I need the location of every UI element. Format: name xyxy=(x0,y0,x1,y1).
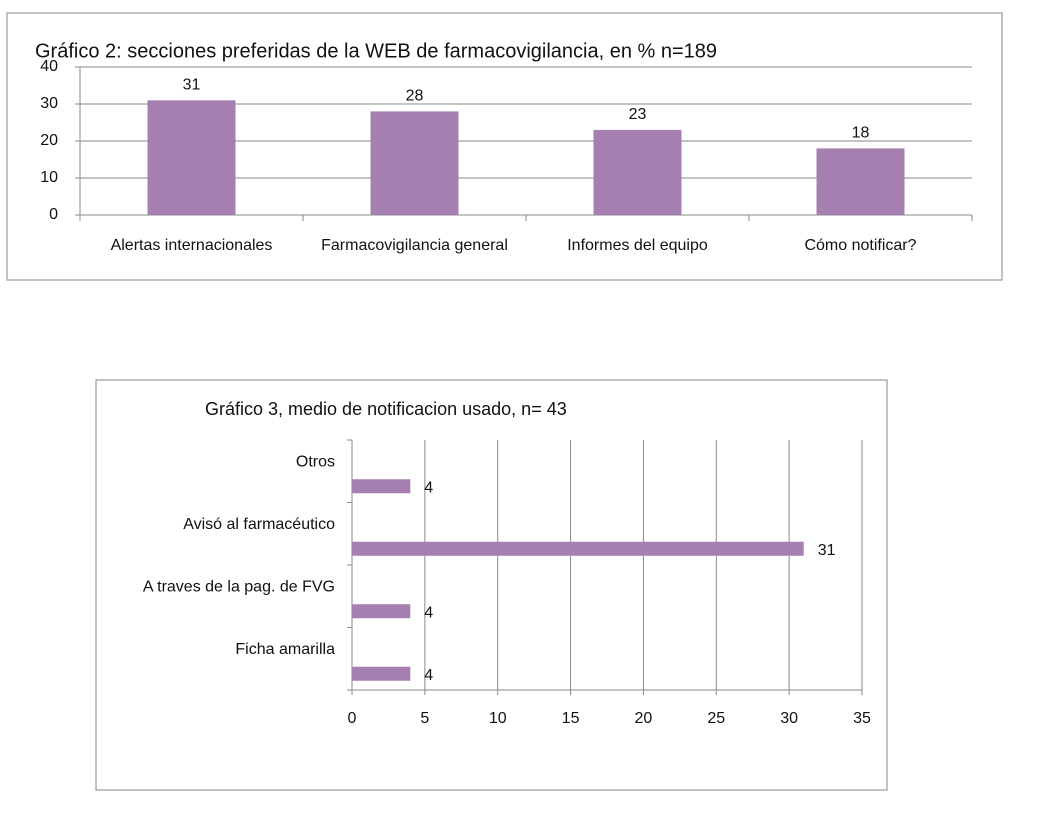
chart-frame xyxy=(95,379,888,791)
data-label: 31 xyxy=(183,77,201,94)
chart-title: Gráfico 2: secciones preferidas de la WE… xyxy=(35,40,717,62)
data-label: 4 xyxy=(424,479,433,496)
y-tick-label: Ficha amarilla xyxy=(235,641,335,658)
x-tick-label: 25 xyxy=(707,710,725,727)
bar xyxy=(352,666,411,681)
bar xyxy=(593,129,682,215)
x-tick-label: 15 xyxy=(562,710,580,727)
data-label: 4 xyxy=(424,667,433,684)
data-label: 23 xyxy=(629,106,647,123)
x-tick-label: Informes del equipo xyxy=(567,237,708,254)
x-tick-label: Alertas internacionales xyxy=(111,237,273,254)
bar xyxy=(352,604,411,619)
bar xyxy=(816,148,905,215)
bar xyxy=(352,479,411,494)
x-tick-label: Cómo notificar? xyxy=(804,237,916,254)
data-label: 28 xyxy=(406,88,424,105)
y-tick-label: 0 xyxy=(49,206,58,223)
chart-title: Gráfico 3, medio de notificacion usado, … xyxy=(205,399,567,419)
data-label: 4 xyxy=(424,604,433,621)
bar xyxy=(370,111,459,215)
bar xyxy=(147,100,236,215)
y-tick-label: Avisó al farmacéutico xyxy=(183,516,335,533)
bar xyxy=(352,541,804,556)
x-tick-label: 10 xyxy=(489,710,507,727)
x-tick-label: 30 xyxy=(780,710,798,727)
x-tick-label: 20 xyxy=(635,710,653,727)
y-tick-label: Otros xyxy=(296,453,335,470)
y-tick-label: 40 xyxy=(40,58,58,75)
data-label: 18 xyxy=(852,125,870,142)
y-tick-label: A traves de la pag. de FVG xyxy=(143,578,335,595)
data-label: 31 xyxy=(818,542,836,559)
x-tick-label: 5 xyxy=(420,710,429,727)
x-tick-label: 35 xyxy=(853,710,871,727)
y-tick-label: 20 xyxy=(40,132,58,149)
x-tick-label: 0 xyxy=(348,710,357,727)
x-tick-label: Farmacovigilancia general xyxy=(321,237,508,254)
y-tick-label: 10 xyxy=(40,169,58,186)
y-tick-label: 30 xyxy=(40,95,58,112)
